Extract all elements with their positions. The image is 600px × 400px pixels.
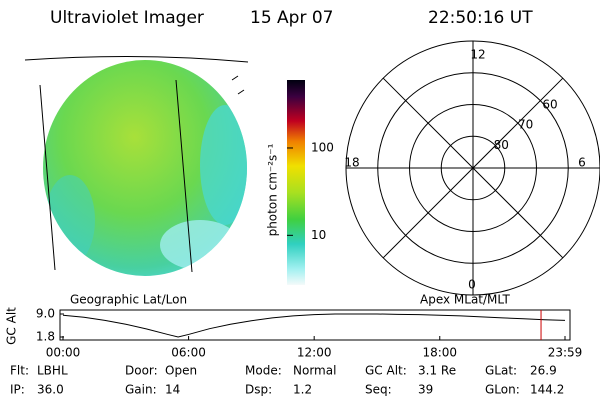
info-value: 26.9 [530,364,557,378]
lat-ring [440,135,506,201]
info-value: 144.2 [530,383,564,397]
colorbar-tick-label: 10 [311,228,326,242]
x-tick-label: 06:00 [171,346,206,360]
info-value: LBHL [37,364,68,378]
lat-label: 60 [542,97,557,111]
x-tick-label: 18:00 [422,346,457,360]
info-label: GC Alt: [365,364,407,378]
colorbar [287,80,305,285]
x-tick-label: 23:59 [548,346,583,360]
timeline-frame [59,309,571,341]
info-value: Open [165,364,197,378]
title: Ultraviolet Imager [50,8,204,28]
altitude-line [62,313,566,338]
lat-label: 70 [518,118,533,132]
info-value: 14 [165,383,180,397]
colorbar-tick-label: 100 [311,140,334,154]
info-value: 39 [418,383,433,397]
info-label: Flt: [10,364,29,378]
polar-grid [345,40,600,296]
info-label: Door: [125,364,158,378]
mlt-label: 6 [578,156,586,170]
y-tick-label: 9.0 [36,307,55,321]
lat-label: 80 [494,138,509,152]
colorbar-label: photon cm⁻²s⁻¹ [266,143,280,236]
x-tick-label: 00:00 [46,346,81,360]
info-value: 1.2 [293,383,312,397]
info-label: Mode: [245,364,282,378]
lat-ring [409,104,537,232]
time: 22:50:16 UT [428,8,533,28]
info-label: GLat: [485,364,517,378]
info-value: 3.1 Re [418,364,456,378]
panel-label: Geographic Lat/Lon [70,293,187,307]
info-value: 36.0 [37,383,64,397]
info-value: Normal [293,364,336,378]
date: 15 Apr 07 [250,8,333,28]
mlt-label: 18 [344,156,359,170]
y-axis-label: GC Alt [5,307,19,345]
info-label: GLon: [485,383,520,397]
lat-ring [377,72,569,264]
mlt-label: 12 [470,48,485,62]
uv-image [24,55,249,276]
spoke [382,77,564,259]
info-label: IP: [10,383,25,397]
info-label: Dsp: [245,383,272,397]
panel-label: Apex MLat/MLT [420,293,510,307]
info-label: Seq: [365,383,392,397]
x-tick-label: 12:00 [297,346,332,360]
y-tick-label: 1.8 [36,330,55,344]
info-label: Gain: [125,383,157,397]
mlt-label: 0 [468,278,476,292]
